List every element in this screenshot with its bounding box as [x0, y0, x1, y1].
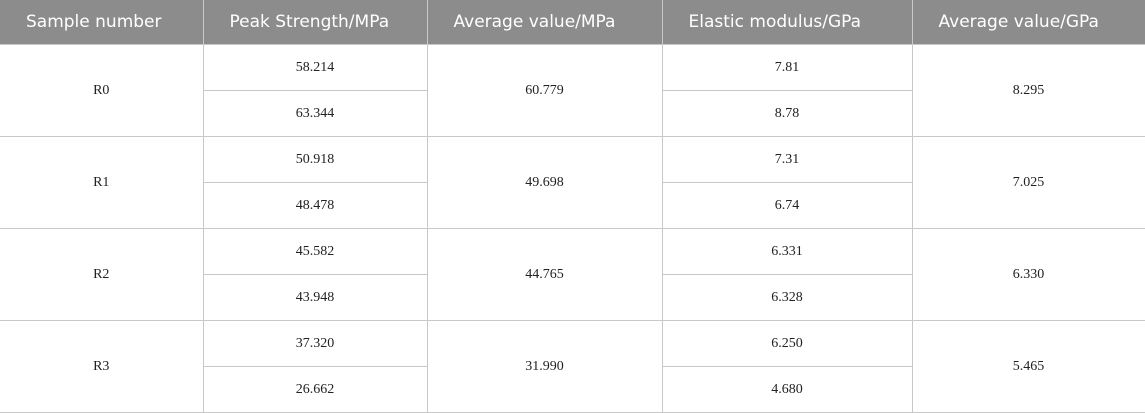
modulus-cell: 8.78 [661, 90, 913, 137]
table-row: R3 37.320 31.990 6.250 5.465 [0, 320, 1145, 413]
table-body: R0 58.214 60.779 7.81 8.295 63.344 8.78 R1 50.91… [0, 44, 1145, 413]
header-cell: Average value/GPa [912, 0, 1145, 45]
modulus-cell: 7.31 [661, 136, 913, 183]
table-row: 63.344 8.78 [0, 90, 1145, 137]
sample-cell: R2 [0, 228, 204, 321]
peak-avg-cell: 44.765 [426, 228, 663, 321]
header-row: Sample number Peak Strength/MPa Average va… [0, 0, 1145, 45]
table-row: R0 58.214 60.779 7.81 8.295 [0, 44, 1145, 137]
modulus-avg-cell: 6.330 [911, 228, 1145, 321]
sample-cell: R3 [0, 320, 204, 413]
sample-cell: R1 [0, 136, 204, 229]
peak-cell: 50.918 [202, 136, 428, 183]
header-cell: Peak Strength/MPa [203, 0, 428, 45]
modulus-cell: 4.680 [661, 366, 913, 413]
modulus-cell: 6.74 [661, 182, 913, 229]
modulus-cell: 6.328 [661, 274, 913, 321]
table-row: 43.948 6.328 [0, 274, 1145, 321]
peak-cell: 37.320 [202, 320, 428, 367]
sample-cell: R0 [0, 44, 204, 137]
peak-cell: 63.344 [203, 90, 428, 137]
peak-avg-cell: 60.779 [426, 44, 663, 137]
modulus-cell: 6.250 [661, 320, 913, 367]
peak-cell: 58.214 [202, 44, 428, 91]
modulus-avg-cell: 5.465 [911, 320, 1145, 413]
peak-cell: 26.662 [203, 366, 428, 413]
modulus-cell: 6.331 [661, 228, 913, 275]
peak-cell: 45.582 [202, 228, 428, 275]
modulus-avg-cell: 7.025 [911, 136, 1145, 229]
peak-cell: 43.948 [203, 274, 428, 321]
peak-avg-cell: 49.698 [426, 136, 663, 229]
header-cell: Sample number [0, 0, 204, 45]
table-row: 26.662 4.680 [0, 366, 1145, 413]
header-cell: Elastic modulus/GPa [662, 0, 913, 45]
table-row: R1 50.918 49.698 7.31 7.025 [0, 136, 1145, 229]
peak-cell: 48.478 [203, 182, 428, 229]
peak-avg-cell: 31.990 [426, 320, 663, 413]
modulus-avg-cell: 8.295 [911, 44, 1145, 137]
header-cell: Average value/MPa [427, 0, 663, 45]
modulus-cell: 7.81 [661, 44, 913, 91]
table-row: R2 45.582 44.765 6.331 6.330 [0, 228, 1145, 321]
